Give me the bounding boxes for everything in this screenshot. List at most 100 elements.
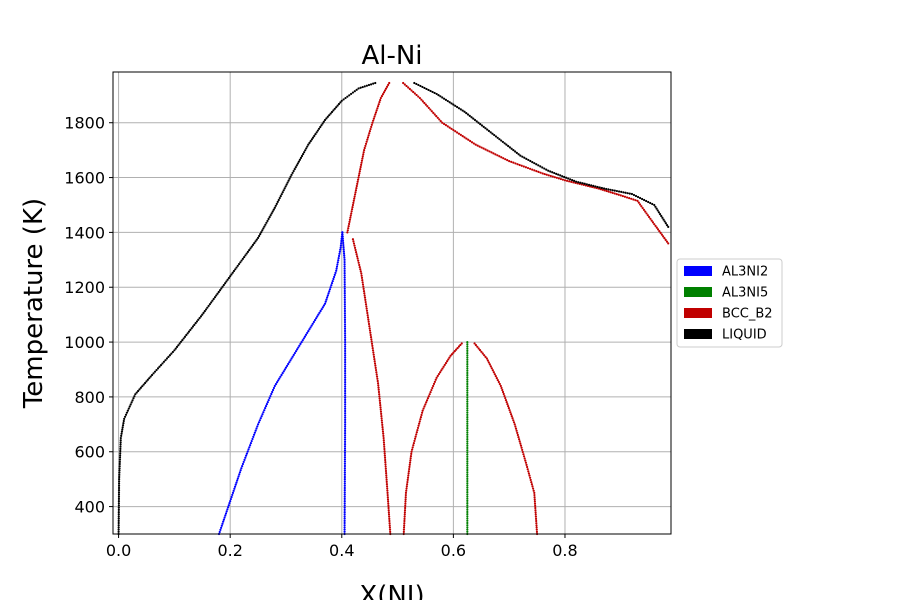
data-point <box>466 453 469 456</box>
data-point <box>361 157 364 160</box>
data-point <box>466 113 470 116</box>
data-point <box>434 378 437 381</box>
data-point <box>543 167 546 170</box>
data-point <box>466 427 469 430</box>
data-point <box>467 138 470 141</box>
data-point <box>516 163 519 166</box>
data-point <box>466 440 469 443</box>
data-point <box>404 506 407 510</box>
data-point <box>353 193 357 196</box>
data-point <box>124 413 128 416</box>
data-point <box>425 399 429 402</box>
legend-swatch <box>684 329 712 339</box>
data-point <box>342 241 345 245</box>
data-point <box>346 95 349 98</box>
data-point <box>403 513 406 516</box>
data-point <box>539 165 542 168</box>
data-point <box>466 462 469 465</box>
data-point <box>357 261 360 264</box>
data-point <box>433 113 436 116</box>
data-point <box>359 165 362 169</box>
data-point <box>432 111 435 114</box>
data-point <box>220 526 223 529</box>
data-point <box>539 171 542 174</box>
data-point <box>263 409 266 412</box>
data-point <box>428 393 431 396</box>
data-point <box>335 269 338 272</box>
data-point <box>331 279 334 283</box>
data-point <box>161 362 164 365</box>
data-point <box>118 471 121 474</box>
data-point <box>343 480 346 483</box>
data-point <box>583 182 586 185</box>
data-point <box>226 506 230 509</box>
data-point <box>475 120 478 123</box>
data-point <box>465 137 468 140</box>
data-point <box>509 411 512 414</box>
data-point <box>379 406 382 409</box>
data-point <box>570 180 573 183</box>
data-point <box>534 509 537 512</box>
data-point <box>323 302 327 305</box>
data-point <box>412 441 415 445</box>
data-point <box>551 171 554 174</box>
data-point <box>342 252 346 255</box>
data-point <box>343 491 346 494</box>
data-point <box>457 132 461 135</box>
data-point <box>581 182 584 185</box>
data-point <box>461 109 464 112</box>
data-point <box>254 429 257 432</box>
data-point <box>466 471 469 474</box>
data-point <box>303 335 307 338</box>
data-point <box>363 146 366 150</box>
data-point <box>353 246 357 249</box>
data-point <box>387 513 391 516</box>
data-point <box>117 530 120 533</box>
data-point <box>347 224 350 228</box>
data-point <box>343 300 346 304</box>
data-point <box>533 502 537 505</box>
data-point <box>500 156 503 159</box>
data-point <box>402 528 406 531</box>
data-point <box>304 149 307 152</box>
data-point <box>446 99 449 103</box>
data-point <box>470 141 474 144</box>
data-point <box>285 183 288 186</box>
data-point <box>340 239 343 243</box>
data-point <box>601 188 604 191</box>
data-point <box>259 417 262 420</box>
data-point <box>448 126 451 129</box>
data-point <box>494 135 498 138</box>
data-point <box>360 159 364 162</box>
data-point <box>225 280 228 283</box>
plot-frame <box>112 71 672 535</box>
data-point <box>258 234 261 238</box>
data-point <box>181 339 184 342</box>
data-point <box>248 248 251 252</box>
data-point <box>363 296 367 299</box>
data-point <box>343 263 346 266</box>
data-point <box>466 393 469 397</box>
data-point <box>118 478 121 481</box>
data-point <box>466 513 469 516</box>
data-point <box>343 258 346 261</box>
data-point <box>339 248 342 251</box>
data-point <box>466 435 469 439</box>
data-point <box>408 463 411 466</box>
data-point <box>380 417 383 420</box>
data-point <box>442 365 445 368</box>
data-point <box>231 493 234 497</box>
data-point <box>236 479 239 482</box>
data-point <box>433 380 436 383</box>
data-point <box>409 454 413 458</box>
data-point <box>344 343 347 346</box>
data-point <box>349 214 352 217</box>
data-point <box>134 393 137 396</box>
data-point <box>521 448 524 452</box>
data-point <box>347 222 351 226</box>
data-point <box>340 99 343 102</box>
data-point <box>344 383 347 386</box>
data-point <box>502 157 505 160</box>
data-point <box>466 365 469 368</box>
